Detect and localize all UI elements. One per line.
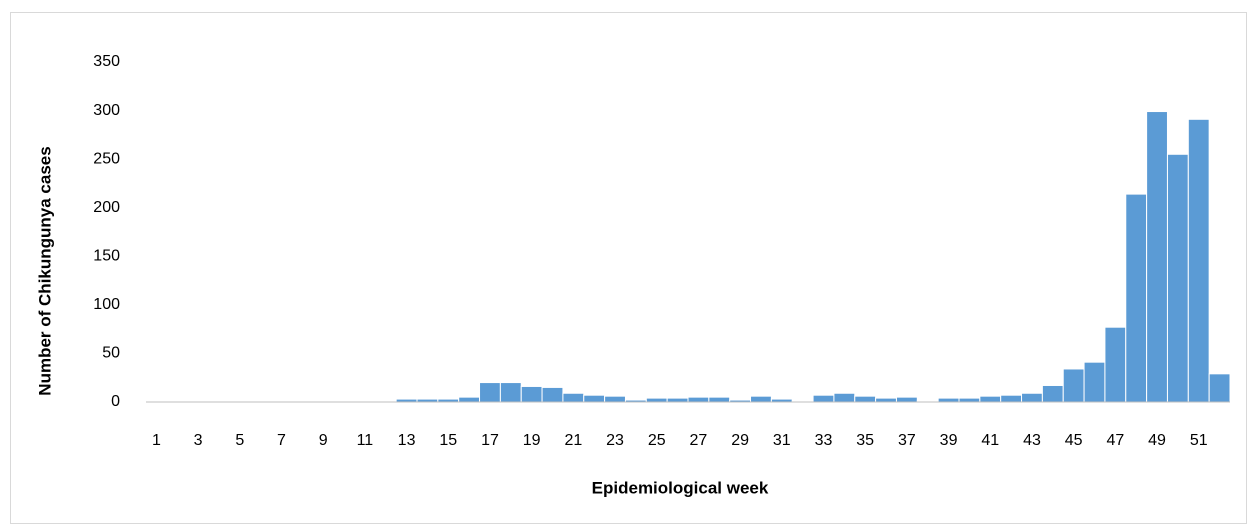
bar (895, 396, 918, 403)
x-tick-label: 19 (523, 432, 541, 449)
x-tick-label: 25 (648, 432, 666, 449)
bar (583, 394, 606, 403)
bar (1125, 193, 1148, 403)
bar (541, 386, 564, 403)
x-tick-label: 5 (235, 432, 244, 449)
bar (520, 385, 543, 403)
bar (958, 397, 981, 403)
y-tick-label: 50 (102, 345, 120, 362)
x-tick-label: 15 (439, 432, 457, 449)
bar (979, 395, 1002, 403)
y-axis-title: Number of Chikungunya cases (35, 146, 54, 395)
x-tick-label: 27 (690, 432, 708, 449)
bar (1021, 392, 1043, 403)
x-tick-label: 47 (1106, 432, 1124, 449)
chart-frame (10, 12, 1247, 524)
x-tick-label: 35 (856, 432, 874, 449)
x-tick-label: 3 (194, 432, 203, 449)
x-tick-label: 41 (981, 432, 999, 449)
y-tick-label: 250 (93, 150, 120, 167)
y-tick-label: 150 (93, 248, 120, 265)
bar (479, 382, 501, 403)
x-tick-label: 45 (1065, 432, 1083, 449)
bar (833, 392, 856, 403)
x-tick-label: 37 (898, 432, 916, 449)
x-tick-label: 7 (277, 432, 286, 449)
y-tick-label: 300 (93, 102, 120, 119)
bar (604, 395, 626, 403)
y-tick-label: 100 (93, 296, 120, 313)
x-tick-label: 13 (398, 432, 416, 449)
bar (708, 396, 731, 403)
bar (1104, 326, 1127, 403)
bar (750, 395, 772, 403)
bar (1146, 111, 1168, 403)
x-axis-title: Epidemiological week (592, 478, 769, 497)
bar (1083, 361, 1106, 403)
bar (458, 396, 481, 403)
bar (1187, 118, 1210, 403)
x-tick-label: 39 (940, 432, 958, 449)
x-tick-label: 23 (606, 432, 624, 449)
bar (1062, 368, 1085, 403)
bar (666, 397, 689, 403)
x-tick-label: 51 (1190, 432, 1208, 449)
x-tick-label: 43 (1023, 432, 1041, 449)
bar (645, 397, 668, 403)
bar (1166, 153, 1189, 403)
bar (1208, 373, 1231, 403)
x-tick-label: 9 (319, 432, 328, 449)
x-tick-label: 17 (481, 432, 499, 449)
bar (937, 397, 960, 403)
x-tick-label: 29 (731, 432, 749, 449)
x-tick-label: 21 (564, 432, 582, 449)
bar (812, 394, 835, 403)
bar (875, 397, 897, 403)
y-tick-label: 200 (93, 199, 120, 216)
bar (1000, 394, 1023, 403)
bar (562, 392, 585, 403)
x-tick-label: 31 (773, 432, 791, 449)
y-tick-label: 0 (111, 393, 120, 410)
x-tick-label: 11 (357, 432, 374, 449)
bar (499, 382, 522, 403)
x-tick-label: 1 (152, 432, 161, 449)
x-tick-label: 49 (1148, 432, 1166, 449)
bar (687, 396, 710, 403)
bar (854, 395, 877, 403)
bar (1041, 384, 1064, 403)
y-tick-label: 350 (93, 53, 120, 70)
x-tick-label: 33 (815, 432, 833, 449)
